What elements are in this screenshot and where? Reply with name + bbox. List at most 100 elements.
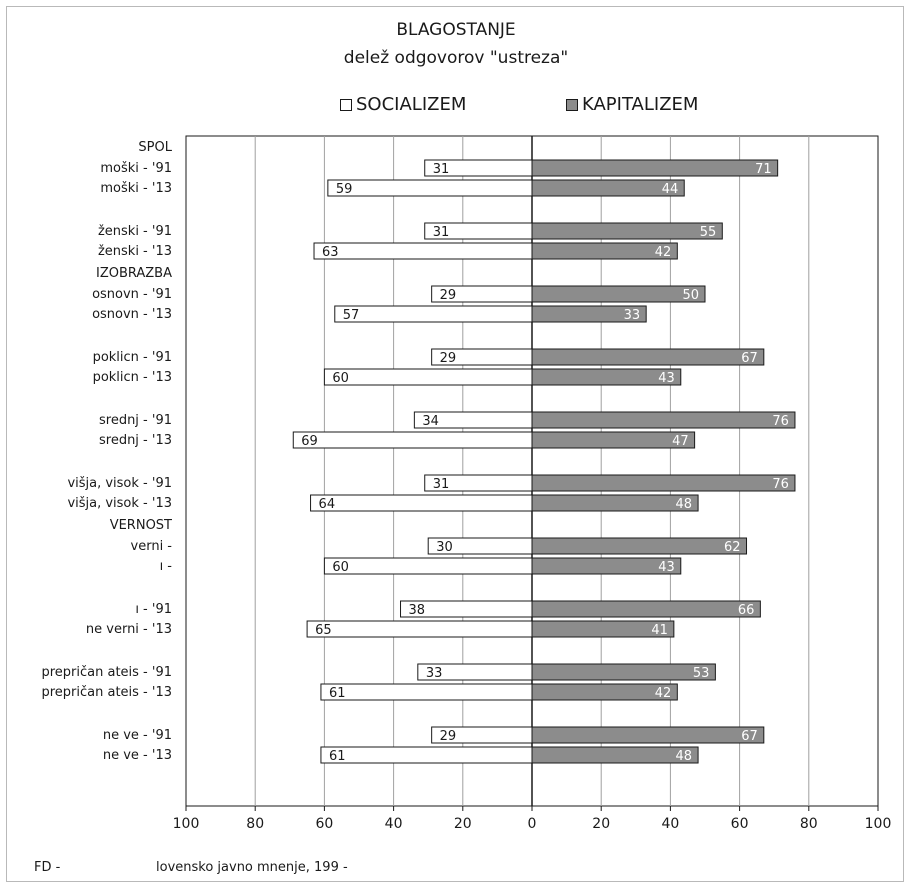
data-label-kapitalizem: 66 xyxy=(738,603,755,618)
bar-kapitalizem xyxy=(531,431,696,449)
bar-kapitalizem xyxy=(531,348,765,366)
data-label-kapitalizem: 50 xyxy=(682,288,699,303)
data-label-socializem: 29 xyxy=(440,729,457,744)
data-label-kapitalizem: 67 xyxy=(741,729,758,744)
bar-kapitalizem xyxy=(531,474,796,492)
chart-subtitle: delež odgovorov "ustreza" xyxy=(343,48,569,68)
bar-socializem xyxy=(320,746,533,764)
row-label: prepričan ateis - '13 xyxy=(41,685,172,700)
data-label-kapitalizem: 76 xyxy=(772,414,789,429)
bar-kapitalizem xyxy=(531,557,682,575)
bar-kapitalizem xyxy=(531,683,678,701)
bar-socializem xyxy=(313,242,533,260)
footer-source-right: lovensko javno mnenje, 199 - xyxy=(156,860,348,875)
row-label: ı - '91 xyxy=(135,602,172,617)
row-label: poklicn - '13 xyxy=(93,370,172,385)
x-tick-label: 40 xyxy=(385,816,403,832)
x-tick-label: 20 xyxy=(592,816,610,832)
bar-kapitalizem xyxy=(531,494,699,512)
bar-kapitalizem xyxy=(531,368,682,386)
data-label-kapitalizem: 48 xyxy=(676,749,693,764)
x-tick-label: 20 xyxy=(454,816,472,832)
data-label-socializem: 34 xyxy=(422,414,439,429)
data-label-kapitalizem: 62 xyxy=(724,540,741,555)
row-label: prepričan ateis - '91 xyxy=(41,665,172,680)
bar-kapitalizem xyxy=(531,620,675,638)
row-label: ženski - '91 xyxy=(98,224,172,239)
data-label-kapitalizem: 47 xyxy=(672,434,689,449)
bar-socializem xyxy=(323,557,533,575)
bar-kapitalizem xyxy=(531,305,647,323)
bar-socializem xyxy=(323,368,533,386)
x-tick-label: 80 xyxy=(246,816,264,832)
data-label-socializem: 33 xyxy=(426,666,443,681)
row-label: ı - xyxy=(160,559,173,574)
x-tick-label: 60 xyxy=(731,816,749,832)
row-label: osnovn - '91 xyxy=(92,287,172,302)
legend-kapitalizem: KAPITALIZEM xyxy=(566,94,698,115)
row-label: višja, visok - '13 xyxy=(67,496,172,511)
data-label-kapitalizem: 41 xyxy=(651,623,668,638)
data-label-socializem: 61 xyxy=(329,686,346,701)
data-label-kapitalizem: 42 xyxy=(655,245,672,260)
data-label-socializem: 31 xyxy=(433,477,450,492)
data-label-kapitalizem: 33 xyxy=(624,308,641,323)
row-label: osnovn - '13 xyxy=(92,307,172,322)
data-label-socializem: 31 xyxy=(433,162,450,177)
x-tick-label: 40 xyxy=(661,816,679,832)
category-heading: IZOBRAZBA xyxy=(96,266,172,281)
data-label-socializem: 69 xyxy=(301,434,318,449)
bar-kapitalizem xyxy=(531,179,685,197)
data-label-kapitalizem: 42 xyxy=(655,686,672,701)
data-label-socializem: 57 xyxy=(343,308,360,323)
category-heading: VERNOST xyxy=(110,518,172,533)
x-tick-label: 100 xyxy=(173,816,200,832)
bar-kapitalizem xyxy=(531,537,748,555)
legend-label-kapitalizem: KAPITALIZEM xyxy=(582,94,699,115)
data-label-socializem: 29 xyxy=(440,288,457,303)
category-heading: SPOL xyxy=(138,140,172,155)
row-label: višja, visok - '91 xyxy=(67,476,172,491)
footer-source-left: FD - xyxy=(34,860,61,875)
x-tick-label: 100 xyxy=(865,816,892,832)
legend-swatch-socializem xyxy=(340,98,352,111)
bar-socializem xyxy=(327,179,533,197)
data-label-socializem: 31 xyxy=(433,225,450,240)
data-label-kapitalizem: 44 xyxy=(662,182,679,197)
data-label-kapitalizem: 67 xyxy=(741,351,758,366)
bar-kapitalizem xyxy=(531,663,716,681)
data-label-socializem: 65 xyxy=(315,623,332,638)
legend-socializem: SOCIALIZEM xyxy=(340,94,466,115)
bar-socializem xyxy=(320,683,533,701)
row-label: ženski - '13 xyxy=(98,244,172,259)
x-tick-label: 80 xyxy=(800,816,818,832)
bar-socializem xyxy=(292,431,533,449)
row-label: moški - '91 xyxy=(100,161,172,176)
bar-kapitalizem xyxy=(531,746,699,764)
bar-kapitalizem xyxy=(531,242,678,260)
bar-kapitalizem xyxy=(531,285,706,303)
chart-frame xyxy=(6,6,904,882)
legend-label-socializem: SOCIALIZEM xyxy=(356,94,467,115)
row-label: verni - xyxy=(131,539,173,554)
data-label-kapitalizem: 55 xyxy=(700,225,717,240)
data-label-kapitalizem: 71 xyxy=(755,162,772,177)
bar-socializem xyxy=(306,620,533,638)
data-label-kapitalizem: 48 xyxy=(676,497,693,512)
data-label-socializem: 30 xyxy=(436,540,453,555)
bar-kapitalizem xyxy=(531,600,761,618)
data-label-socializem: 60 xyxy=(332,371,349,386)
data-label-socializem: 64 xyxy=(319,497,336,512)
row-label: srednj - '91 xyxy=(99,413,172,428)
data-label-socializem: 61 xyxy=(329,749,346,764)
legend-swatch-kapitalizem xyxy=(566,98,578,111)
row-label: ne ve - '13 xyxy=(103,748,172,763)
bar-socializem xyxy=(334,305,533,323)
data-label-socializem: 29 xyxy=(440,351,457,366)
row-label: srednj - '13 xyxy=(99,433,172,448)
bar-socializem xyxy=(310,494,533,512)
chart-title: BLAGOSTANJE xyxy=(396,20,516,40)
data-label-socializem: 38 xyxy=(409,603,426,618)
row-label: poklicn - '91 xyxy=(93,350,172,365)
